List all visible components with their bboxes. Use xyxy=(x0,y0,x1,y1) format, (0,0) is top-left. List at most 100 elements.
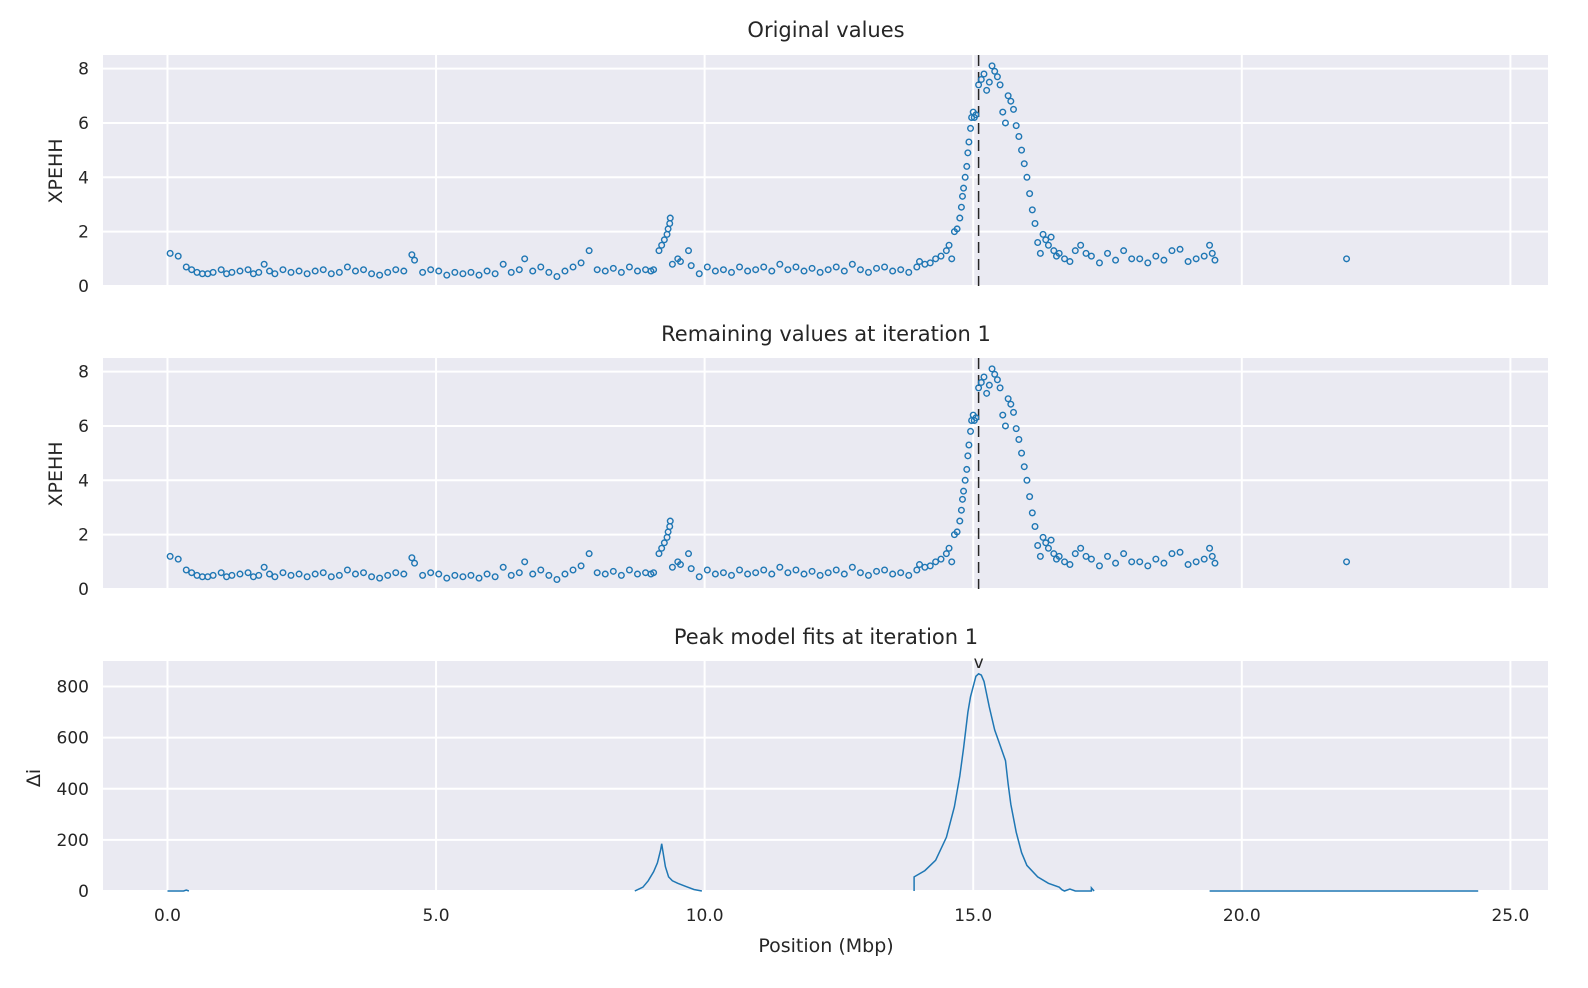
data-point xyxy=(832,263,840,271)
data-point xyxy=(609,567,617,575)
y-tick-label: 8 xyxy=(78,60,89,80)
data-point xyxy=(537,566,545,574)
x-tick-label: 25.0 xyxy=(1491,906,1529,926)
model-fit-line xyxy=(167,889,190,892)
data-point xyxy=(945,241,953,249)
data-point xyxy=(188,569,196,577)
y-tick-label: 4 xyxy=(78,168,89,188)
data-point xyxy=(625,263,633,271)
data-point xyxy=(188,266,196,274)
data-point xyxy=(760,566,768,574)
data-point xyxy=(244,569,252,577)
data-point xyxy=(1031,219,1039,227)
data-point xyxy=(1012,122,1020,130)
data-point xyxy=(577,562,585,570)
data-point xyxy=(593,569,601,577)
data-point xyxy=(956,517,964,525)
data-point xyxy=(991,67,999,75)
data-point xyxy=(400,267,408,275)
data-point xyxy=(335,571,343,579)
data-point xyxy=(1031,522,1039,530)
data-point xyxy=(601,570,609,578)
data-point xyxy=(800,570,808,578)
data-point xyxy=(816,571,824,579)
data-point xyxy=(217,266,225,274)
data-point xyxy=(727,571,735,579)
data-point xyxy=(577,259,585,267)
data-point xyxy=(1087,555,1095,563)
data-point xyxy=(905,268,913,276)
data-point xyxy=(376,574,384,582)
data-point xyxy=(784,266,792,274)
data-point xyxy=(856,266,864,274)
x-tick-label: 0.0 xyxy=(154,906,181,926)
data-point xyxy=(515,266,523,274)
data-point xyxy=(964,149,972,157)
data-point xyxy=(491,573,499,581)
data-point xyxy=(1152,252,1160,260)
data-point xyxy=(666,517,674,525)
data-point xyxy=(1042,539,1050,547)
data-point xyxy=(889,570,897,578)
data-point xyxy=(408,554,416,562)
panel-remaining-values: Remaining values at iteration 1 XPEHH 0 2… xyxy=(45,322,1548,600)
data-point xyxy=(1039,533,1047,541)
data-point xyxy=(1128,255,1136,263)
plot-area: 0 2 4 6 8 xyxy=(78,358,1548,600)
data-point xyxy=(658,544,666,552)
data-point xyxy=(977,75,985,83)
data-point xyxy=(609,264,617,272)
data-point xyxy=(545,268,553,276)
data-point xyxy=(687,565,695,573)
y-tick-label: 200 xyxy=(57,831,89,851)
panel-peak-model-fits: Peak model fits at iteration 1 Δi 0 200 40… xyxy=(23,625,1548,957)
data-point xyxy=(271,573,279,581)
data-point xyxy=(271,270,279,278)
axes-background xyxy=(103,55,1548,286)
data-point xyxy=(400,570,408,578)
axes-background xyxy=(103,358,1548,589)
data-point xyxy=(279,569,287,577)
data-point xyxy=(266,267,274,275)
data-point xyxy=(840,570,848,578)
peak-marker: v xyxy=(974,653,984,673)
data-point xyxy=(351,570,359,578)
data-point xyxy=(1018,449,1026,457)
data-point xyxy=(537,263,545,271)
data-point xyxy=(913,263,921,271)
data-point xyxy=(467,571,475,579)
data-point xyxy=(343,566,351,574)
data-point xyxy=(411,559,419,567)
data-point xyxy=(965,138,973,146)
data-point xyxy=(228,571,236,579)
data-point xyxy=(1168,247,1176,255)
data-point xyxy=(736,263,744,271)
data-point xyxy=(1144,562,1152,570)
data-point xyxy=(260,260,268,268)
data-point xyxy=(1206,241,1214,249)
data-point xyxy=(953,528,961,536)
data-point xyxy=(956,214,964,222)
data-point xyxy=(1028,509,1036,517)
data-point xyxy=(953,225,961,233)
data-point xyxy=(1010,105,1018,113)
data-point xyxy=(932,558,940,566)
y-axis-label: XPEHH xyxy=(45,441,67,506)
data-point xyxy=(1082,552,1090,560)
data-point xyxy=(266,570,274,578)
data-point xyxy=(236,267,244,275)
data-point xyxy=(660,236,668,244)
data-point xyxy=(1023,173,1031,181)
data-point xyxy=(443,271,451,279)
x-tick-label: 20.0 xyxy=(1223,906,1261,926)
data-point xyxy=(658,241,666,249)
data-point xyxy=(1120,247,1128,255)
data-point xyxy=(475,574,483,582)
data-point xyxy=(529,570,537,578)
data-point xyxy=(873,264,881,272)
data-point xyxy=(561,267,569,275)
data-point xyxy=(719,569,727,577)
data-point xyxy=(840,267,848,275)
data-point xyxy=(1004,92,1012,100)
